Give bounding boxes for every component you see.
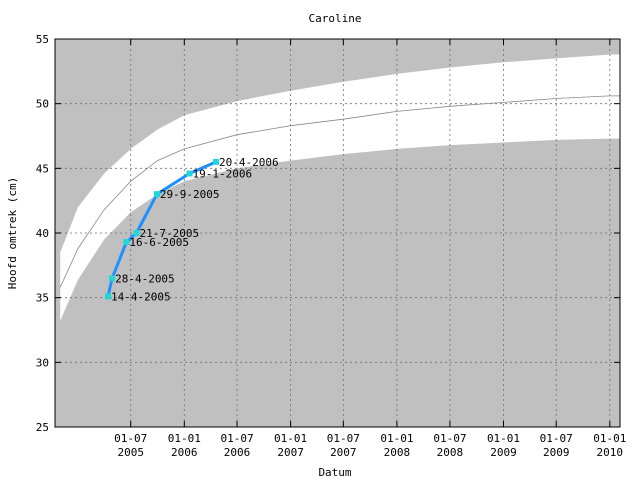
y-tick-label: 40 [36, 227, 49, 240]
y-tick-label: 50 [36, 98, 49, 111]
reference-band [60, 54, 620, 321]
x-tick-label: 01-01 [168, 432, 201, 445]
data-point [123, 239, 130, 246]
x-tick-label: 01-07 [433, 432, 466, 445]
y-tick-label: 35 [36, 292, 49, 305]
data-point [213, 158, 220, 165]
y-tick-label: 25 [36, 421, 49, 434]
x-tick-label-year: 2005 [117, 446, 144, 459]
x-tick-label: 01-07 [220, 432, 253, 445]
x-tick-label: 01-07 [327, 432, 360, 445]
data-point-label: 20-4-2006 [219, 156, 279, 169]
x-tick-label-year: 2007 [277, 446, 304, 459]
x-tick-label: 01-07 [114, 432, 147, 445]
y-tick-label: 45 [36, 162, 49, 175]
x-tick-label: 01-01 [274, 432, 307, 445]
x-tick-label-year: 2007 [330, 446, 357, 459]
x-tick-label: 01-01 [487, 432, 520, 445]
x-tick-label-year: 2008 [437, 446, 464, 459]
y-tick-label: 30 [36, 356, 49, 369]
data-point [133, 230, 140, 236]
data-point [153, 191, 160, 198]
median-line [59, 95, 620, 288]
x-tick-label: 01-01 [593, 432, 626, 445]
x-tick-label-year: 2009 [490, 446, 517, 459]
data-point-label: 21-7-2005 [140, 227, 200, 240]
x-axis: 01-07200501-01200601-07200601-01200701-0… [114, 39, 626, 459]
y-tick-label: 55 [36, 33, 49, 46]
data-point-label: 19-1-2006 [193, 168, 253, 181]
x-tick-label: 01-01 [380, 432, 413, 445]
x-tick-label-year: 2010 [597, 446, 624, 459]
x-tick-label-year: 2006 [224, 446, 251, 459]
data-point-label: 16-6-2005 [129, 236, 189, 249]
chart-title: Caroline [309, 12, 362, 25]
data-point [109, 275, 116, 282]
plot-content [55, 39, 620, 427]
x-tick-label-year: 2009 [543, 446, 570, 459]
data-point [105, 293, 112, 300]
x-tick-label-year: 2006 [171, 446, 198, 459]
data-point [186, 170, 193, 177]
data-point-label: 28-4-2005 [115, 272, 175, 285]
y-axis: 25 30 35 40 45 50 55 [36, 33, 620, 434]
data-point-label: 29-9-2005 [160, 188, 220, 201]
x-tick-label-year: 2008 [384, 446, 411, 459]
x-axis-label: Datum [318, 466, 351, 479]
y-axis-label: Hoofd omtrek (cm) [6, 177, 19, 290]
x-tick-label: 01-07 [540, 432, 573, 445]
data-point-label: 14-4-2005 [111, 290, 171, 303]
